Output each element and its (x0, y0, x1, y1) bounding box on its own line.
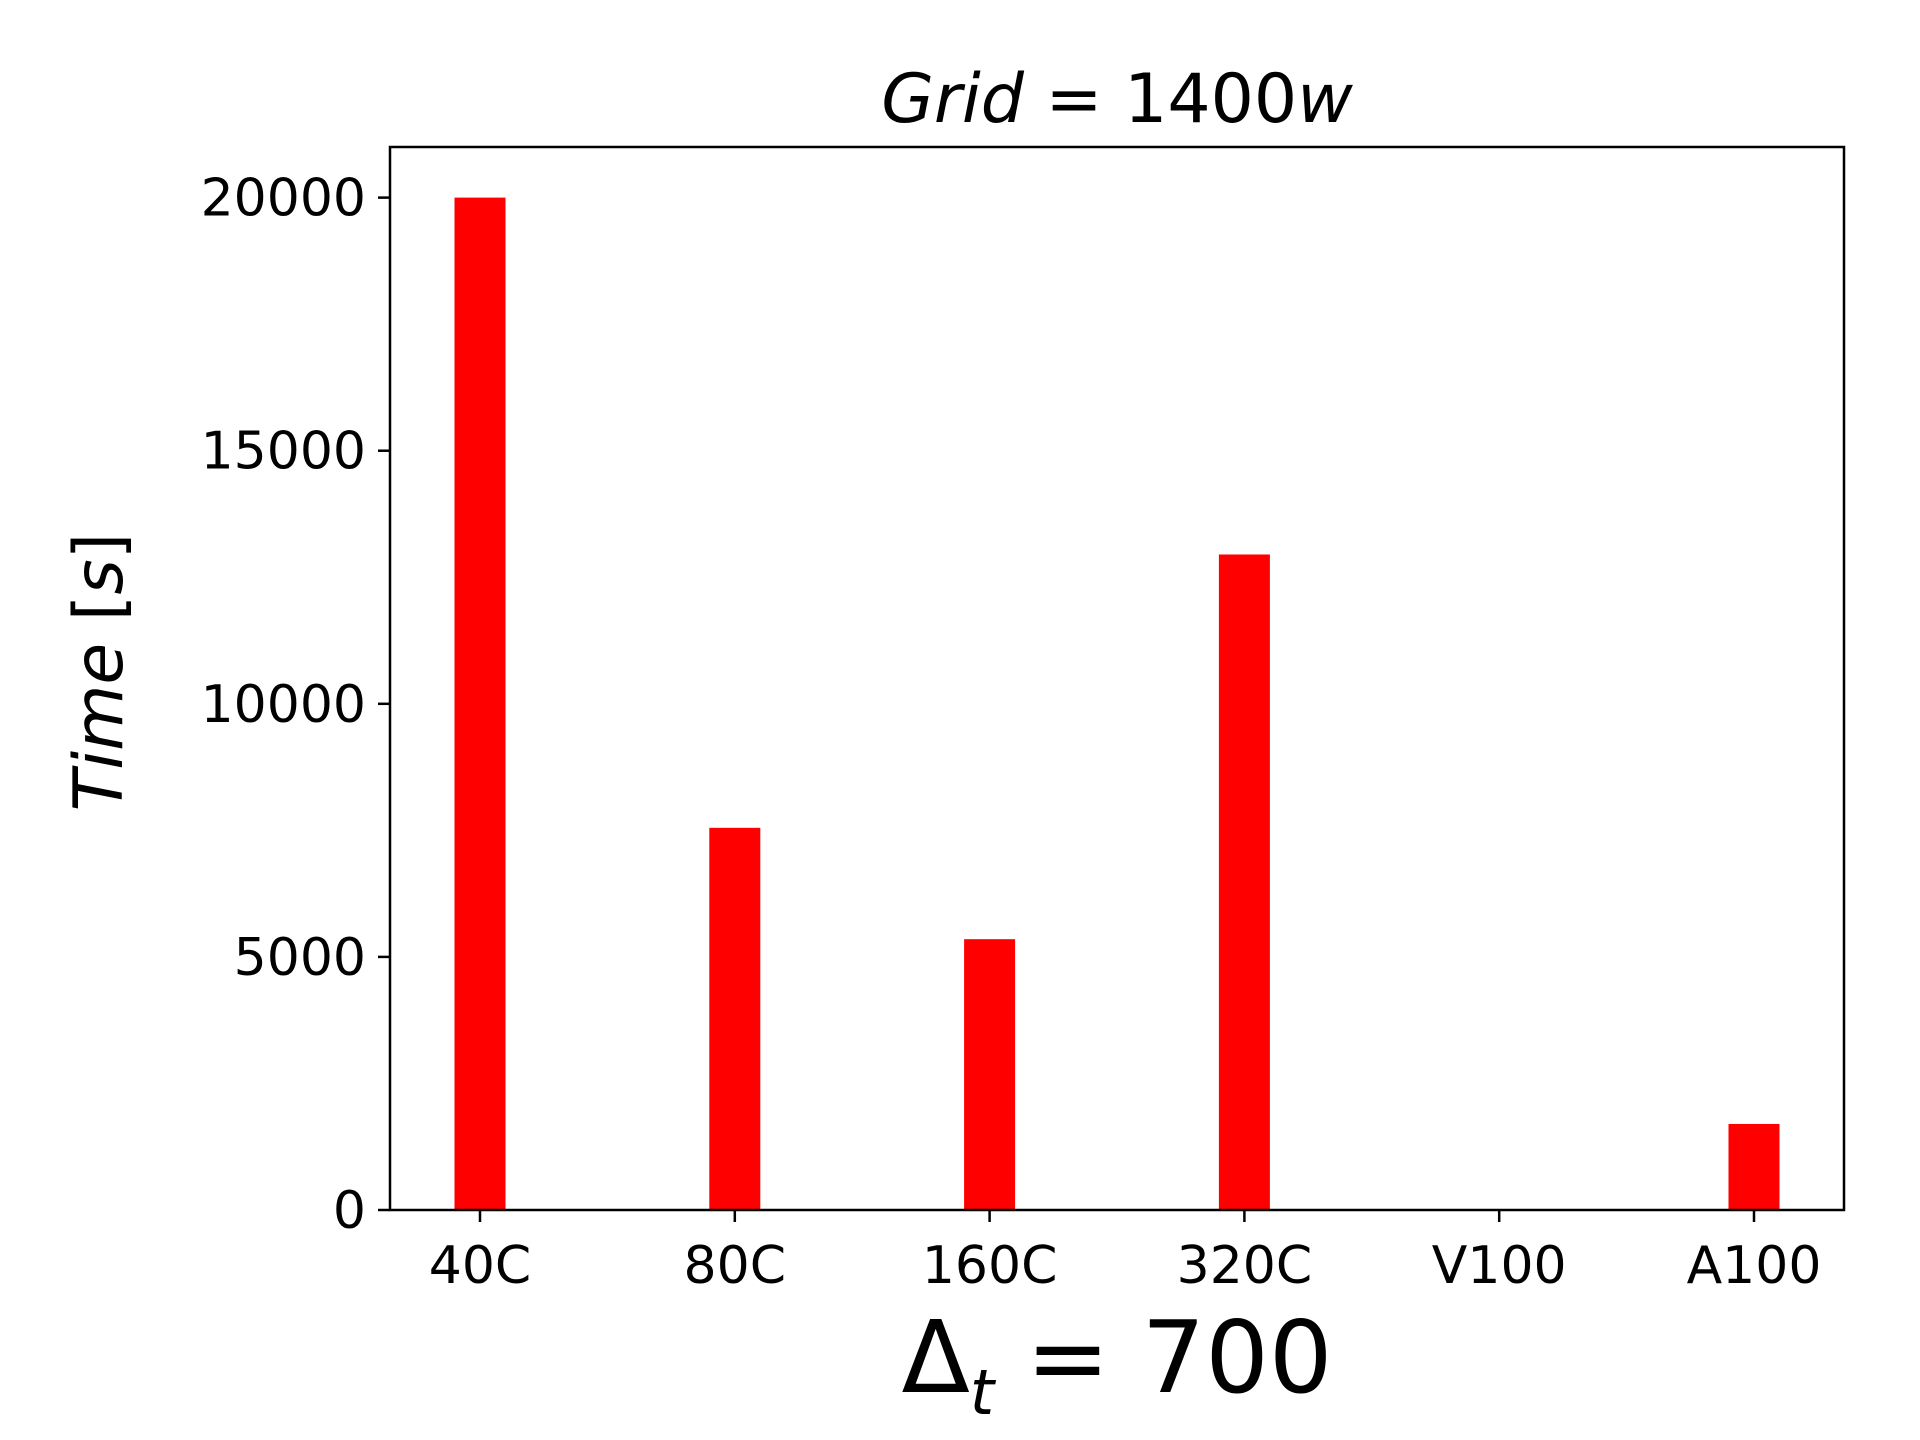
y-tick-label: 0 (333, 1181, 366, 1241)
y-tick-label: 15000 (201, 422, 366, 482)
x-axis-title-value: 700 (1142, 1299, 1333, 1416)
y-axis-title-bracket-open: [ (60, 595, 139, 643)
y-tick-label: 20000 (201, 169, 366, 229)
bar-40c (454, 197, 506, 1211)
title-number: 1400 (1124, 60, 1297, 139)
x-axis-title-subscript: t (970, 1356, 997, 1429)
x-axis-title: Δt = 700 (902, 1299, 1333, 1429)
x-axis-title-symbol: Δ (902, 1299, 970, 1416)
x-tick-label: 320C (1177, 1236, 1313, 1296)
y-axis-title-unit: s (60, 559, 139, 594)
y-axis-title-bracket-close: ] (60, 533, 139, 560)
y-tick-label: 5000 (234, 928, 366, 988)
x-tick-label: A100 (1687, 1236, 1822, 1296)
y-tick-label: 10000 (201, 675, 366, 735)
title-variable: Grid (881, 60, 1025, 139)
bar-80c (709, 827, 761, 1210)
y-axis-title-variable: Time (60, 643, 139, 812)
bar-a100 (1728, 1123, 1780, 1210)
x-tick-label: 160C (922, 1236, 1058, 1296)
x-tick-label: 40C (429, 1236, 531, 1296)
title-unit: w (1297, 60, 1353, 139)
bars-layer (454, 197, 1780, 1211)
bar-320c (1218, 554, 1270, 1210)
title-equals: = (1024, 60, 1124, 139)
bar-160c (964, 939, 1016, 1210)
chart-title: Grid = 1400w (881, 60, 1353, 139)
y-axis-title: Time [s] (60, 533, 139, 812)
x-tick-label: V100 (1432, 1236, 1567, 1296)
ticks-layer: 40C 80C 160C 320C V100 A100 0 5000 10000 15000 200… (201, 169, 1822, 1296)
x-axis-title-equals: = (994, 1299, 1141, 1416)
x-tick-label: 80C (684, 1236, 786, 1296)
plot-frame (388, 145, 1846, 1212)
